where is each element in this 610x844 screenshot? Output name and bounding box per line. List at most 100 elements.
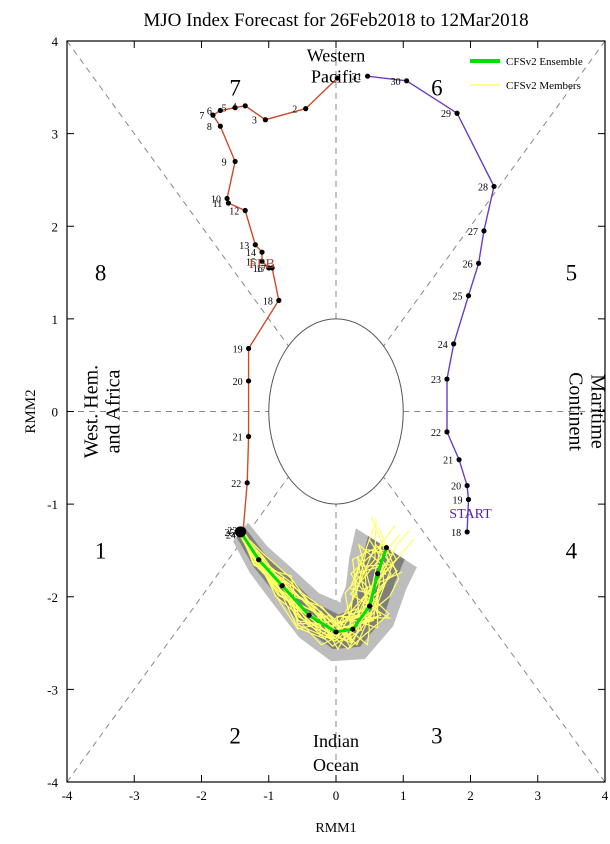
data-point — [365, 73, 371, 79]
point-label: 13 — [239, 241, 249, 252]
data-point — [451, 341, 457, 347]
unit-circle — [268, 318, 404, 505]
point-label: 3 — [252, 116, 257, 127]
point-label: 26 — [463, 259, 473, 270]
point-label: 1 — [324, 74, 329, 85]
phase-number: 7 — [229, 75, 241, 100]
ensemble-member-line — [237, 526, 375, 646]
data-point — [444, 376, 450, 382]
data-point — [242, 207, 248, 214]
data-point — [252, 242, 258, 248]
phase-number: 3 — [431, 724, 443, 749]
plot-region — [66, 40, 606, 783]
data-point — [217, 123, 223, 129]
chart-title: MJO Index Forecast for 26Feb2018 to 12Ma… — [143, 10, 528, 31]
phase-number: 1 — [95, 538, 107, 563]
phase-diagonal-line — [66, 40, 289, 347]
series-line — [367, 75, 495, 532]
y-tick-label: -3 — [47, 682, 58, 697]
ensemble-member-line — [239, 531, 382, 642]
x-tick-label: -2 — [196, 788, 207, 803]
forecast-start-marker — [235, 526, 247, 538]
point-label: 21 — [233, 433, 243, 444]
phase-diagonal-line — [66, 476, 289, 783]
point-label: 19 — [452, 495, 462, 506]
data-point — [464, 483, 470, 489]
y-tick-label: 3 — [52, 127, 59, 142]
ensemble-member-line — [241, 530, 384, 642]
trajectories — [210, 73, 497, 635]
ensemble-mean-point — [350, 626, 356, 632]
point-label: 30 — [391, 77, 401, 88]
data-point — [262, 117, 268, 123]
data-point — [454, 110, 460, 116]
y-tick-label: 1 — [52, 312, 59, 327]
ensemble-mean-point — [333, 629, 339, 635]
phase-number: 6 — [431, 75, 443, 100]
ensemble-mean-point — [367, 603, 373, 609]
x-tick-label: 2 — [467, 788, 474, 803]
ensemble-mean-point — [279, 583, 285, 589]
x-tick-label: -4 — [62, 788, 73, 803]
y-tick-label: -1 — [47, 497, 58, 512]
point-label: 7 — [199, 111, 204, 122]
region-label: Continent — [564, 372, 586, 451]
x-tick-label: 4 — [602, 788, 609, 803]
x-tick-label: 3 — [535, 788, 542, 803]
phase-number: 8 — [95, 261, 107, 286]
phase-diagonal-line — [383, 476, 606, 783]
data-point — [232, 105, 238, 111]
annotation-label: FEB — [249, 257, 275, 272]
point-label: 21 — [443, 456, 453, 467]
data-point — [259, 258, 265, 265]
point-label: 17 — [256, 264, 266, 275]
point-label: 9 — [222, 157, 227, 168]
data-point — [217, 107, 223, 114]
point-label: 20 — [451, 482, 461, 493]
data-point — [404, 78, 410, 84]
legend-label: CFSv2 Ensemble — [506, 56, 583, 68]
point-label: 15 — [246, 257, 256, 268]
ensemble-mean-point — [375, 570, 381, 577]
phase-diagonal-line — [383, 40, 606, 347]
data-point — [245, 433, 252, 440]
region-label: Western — [307, 45, 366, 65]
point-label: 31 — [352, 72, 362, 83]
data-point — [232, 158, 238, 165]
point-label: 10 — [211, 194, 221, 205]
point-label: 25 — [225, 528, 235, 539]
data-point — [334, 75, 340, 81]
x-tick-label: -3 — [129, 788, 140, 803]
data-point — [465, 293, 472, 299]
ensemble-spread — [233, 522, 417, 662]
series-line — [211, 77, 338, 537]
point-label: 22 — [431, 428, 441, 439]
data-point — [245, 378, 252, 384]
point-label: 18 — [451, 528, 461, 539]
point-label: 23 — [431, 375, 441, 386]
x-tick-label: 1 — [400, 788, 407, 803]
point-label: 27 — [468, 227, 478, 238]
x-axis-label: RMM1 — [315, 821, 356, 836]
ensemble-mean-point — [306, 612, 312, 618]
y-tick-label: -4 — [47, 775, 58, 790]
point-label: 22 — [231, 479, 241, 490]
data-point — [456, 457, 462, 463]
point-label: 6 — [207, 106, 212, 117]
data-point — [244, 480, 250, 486]
point-label: 24 — [226, 531, 236, 542]
data-point — [269, 265, 275, 271]
ensemble-mean-point — [256, 557, 262, 563]
point-label: 19 — [233, 345, 243, 356]
y-tick-label: 0 — [52, 405, 59, 420]
y-axis-label: RMM2 — [23, 389, 39, 433]
point-label: 28 — [478, 182, 488, 193]
region-label: and Africa — [102, 369, 124, 453]
point-label: 8 — [207, 122, 212, 133]
data-point — [210, 112, 216, 118]
phase-number: 4 — [566, 538, 578, 563]
point-label: 11 — [213, 199, 223, 210]
